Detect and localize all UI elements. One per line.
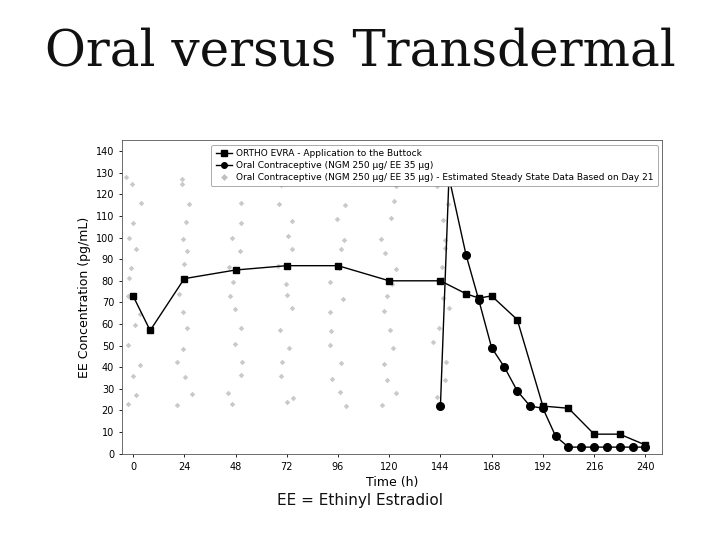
- Y-axis label: EE Concentration (pg/mL): EE Concentration (pg/mL): [78, 217, 91, 377]
- Text: EE = Ethinyl Estradiol: EE = Ethinyl Estradiol: [277, 492, 443, 508]
- Legend: ORTHO EVRA - Application to the Buttock, Oral Contraceptive (NGM 250 μg/ EE 35 μ: ORTHO EVRA - Application to the Buttock,…: [212, 145, 658, 186]
- X-axis label: Time (h): Time (h): [366, 476, 418, 489]
- Text: Oral versus Transdermal: Oral versus Transdermal: [45, 27, 675, 77]
